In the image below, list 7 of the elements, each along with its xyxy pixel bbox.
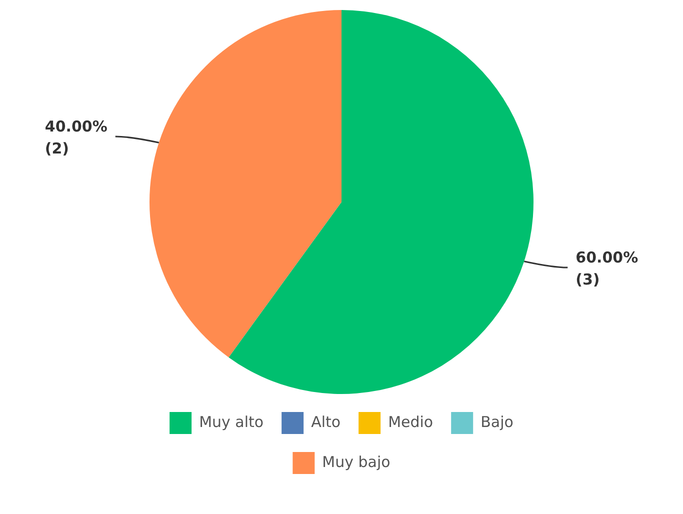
legend-label: Muy bajo	[322, 452, 390, 471]
data-label: 40.00% (2)	[44, 117, 108, 158]
legend-label: Bajo	[480, 412, 514, 431]
legend-label: Medio	[388, 412, 434, 431]
legend-label: Muy alto	[199, 412, 264, 431]
data-label: 60.00% (3)	[576, 248, 638, 288]
legend-label: Alto	[311, 412, 341, 431]
